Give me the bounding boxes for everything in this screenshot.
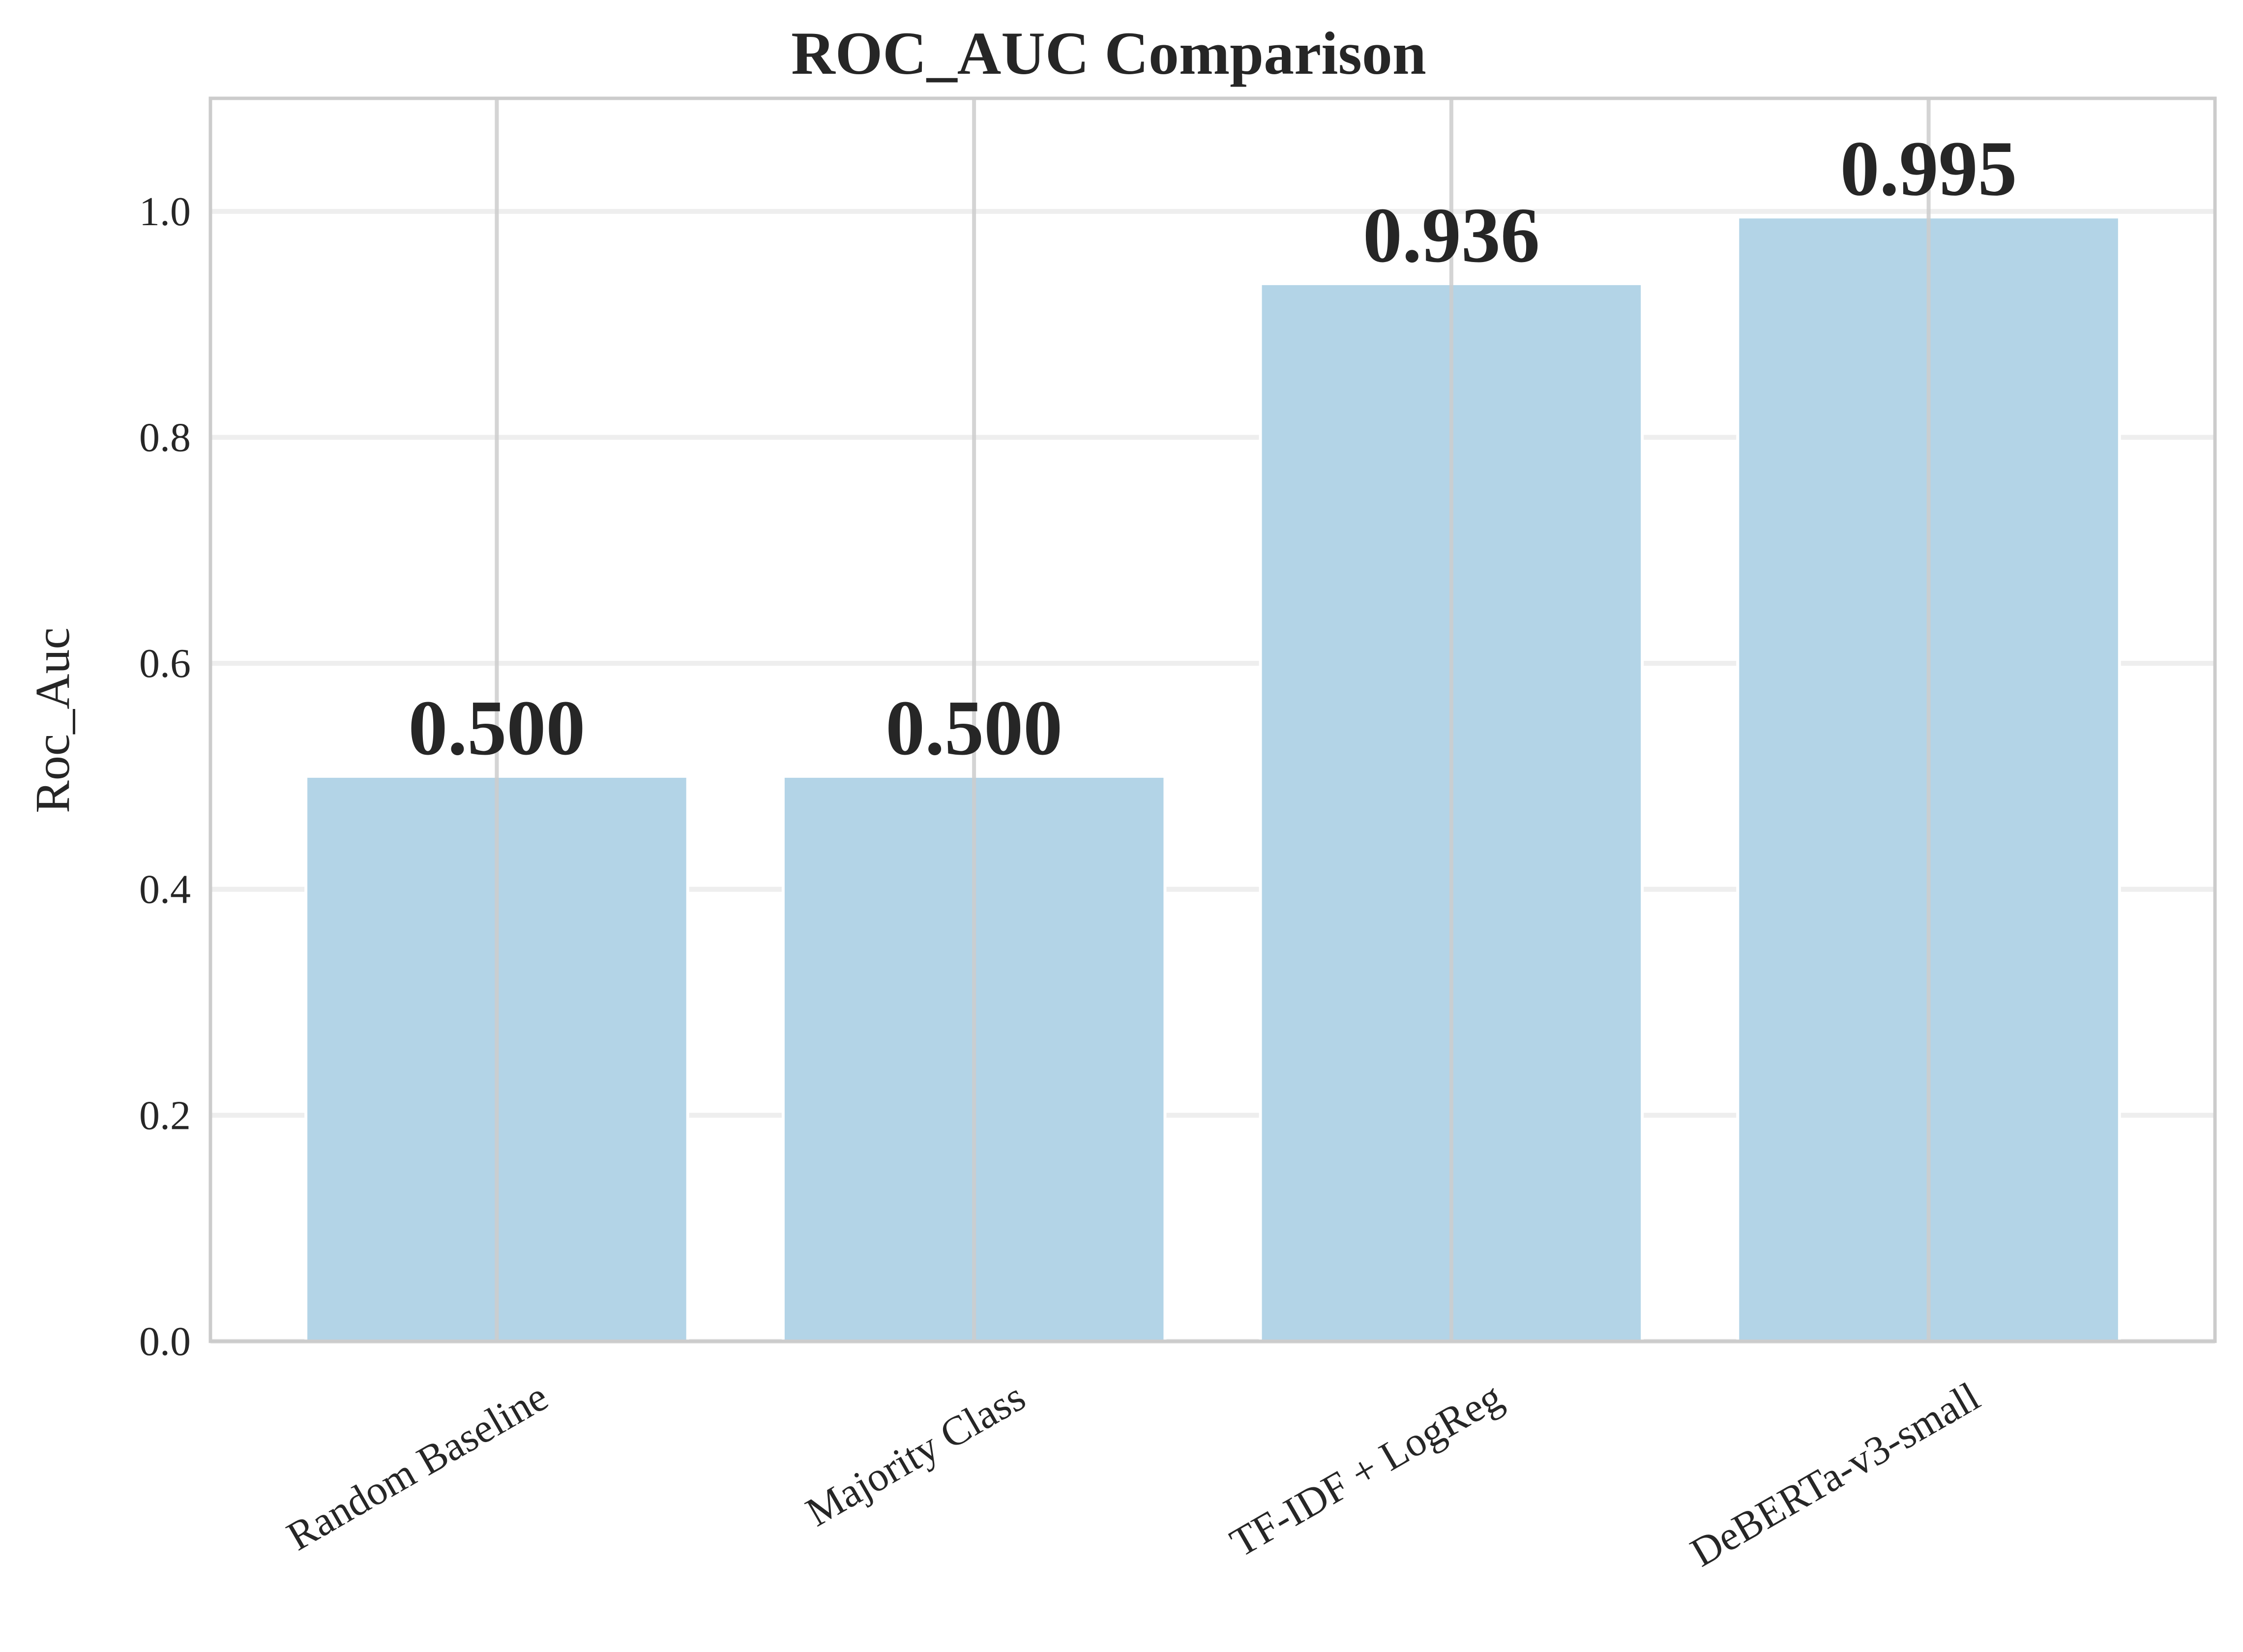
x-tick-label-3: DeBERTa-v3-small <box>1683 1374 1987 1576</box>
y-tick-label-2: 0.4 <box>139 867 191 913</box>
x-tick-labels: Random Baseline Majority Class TF-IDF + Lo… <box>279 1374 1987 1576</box>
data-label-3: 0.995 <box>1840 124 2017 212</box>
data-label-1: 0.500 <box>885 684 1062 771</box>
chart-title: ROC_AUC Comparison <box>791 20 1426 87</box>
bars <box>304 215 2121 1343</box>
x-tick-label-1: Majority Class <box>798 1374 1033 1535</box>
y-tick-label-0: 0.0 <box>139 1319 191 1364</box>
y-tick-label-3: 0.6 <box>139 641 191 686</box>
y-tick-labels: 0.0 0.2 0.4 0.6 0.8 1.0 <box>139 189 191 1364</box>
vertical-gridlines <box>495 98 1931 1341</box>
y-axis-label: Roc_Auc <box>25 627 80 813</box>
data-label-0: 0.500 <box>408 684 585 771</box>
y-tick-label-5: 1.0 <box>139 189 191 235</box>
x-tick-label-0: Random Baseline <box>279 1374 556 1560</box>
plot-border <box>208 96 2217 1343</box>
y-tick-label-4: 0.8 <box>139 414 191 460</box>
data-labels: 0.500 0.500 0.936 0.995 <box>408 124 2017 771</box>
data-label-2: 0.936 <box>1363 191 1540 279</box>
y-tick-label-1: 0.2 <box>139 1092 191 1138</box>
x-tick-label-2: TF-IDF + LogReg <box>1223 1374 1510 1566</box>
plot-frame <box>208 96 2217 1343</box>
